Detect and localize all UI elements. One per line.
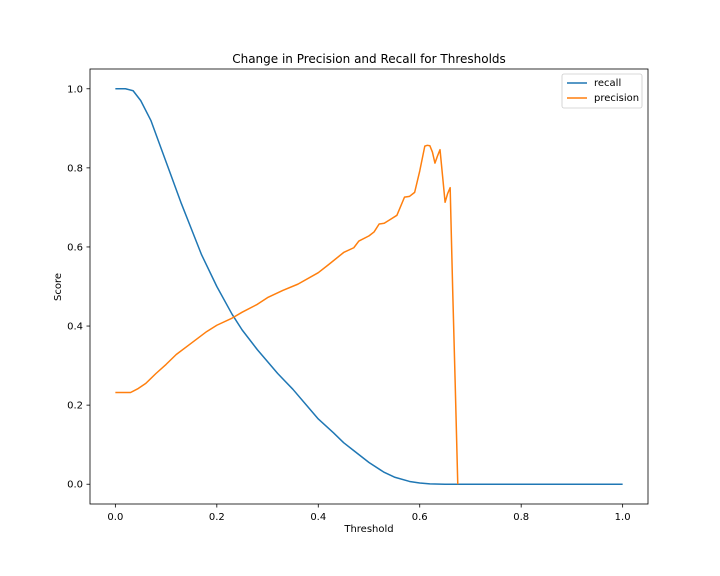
y-tick-label: 0.6 <box>67 242 83 253</box>
x-axis-label: Threshold <box>343 524 393 535</box>
y-tick-label: 0.8 <box>67 163 83 174</box>
y-tick-label: 1.0 <box>67 84 83 95</box>
y-axis: 0.0 0.2 0.4 0.6 0.8 1.0 <box>67 84 90 491</box>
series-line-precision <box>115 144 459 485</box>
legend-label-recall: recall <box>594 78 621 89</box>
y-axis-label: Score <box>53 273 64 301</box>
y-tick-label: 0.0 <box>67 480 83 491</box>
x-tick-label: 0.0 <box>107 512 123 523</box>
legend: recall precision <box>561 73 643 109</box>
x-tick-label: 0.6 <box>412 512 428 523</box>
x-tick-label: 0.2 <box>209 512 225 523</box>
y-tick-label: 0.2 <box>67 401 83 412</box>
legend-label-precision: precision <box>594 93 639 104</box>
plot-frame <box>89 68 649 505</box>
plot-lines <box>115 88 623 485</box>
y-tick-label: 0.4 <box>67 322 83 333</box>
chart-title: Change in Precision and Recall for Thres… <box>232 52 506 66</box>
x-axis: 0.0 0.2 0.4 0.6 0.8 1.0 <box>107 504 631 523</box>
x-tick-label: 0.4 <box>310 512 326 523</box>
x-tick-label: 0.8 <box>513 512 529 523</box>
series-line-recall <box>115 88 623 485</box>
x-tick-label: 1.0 <box>615 512 631 523</box>
